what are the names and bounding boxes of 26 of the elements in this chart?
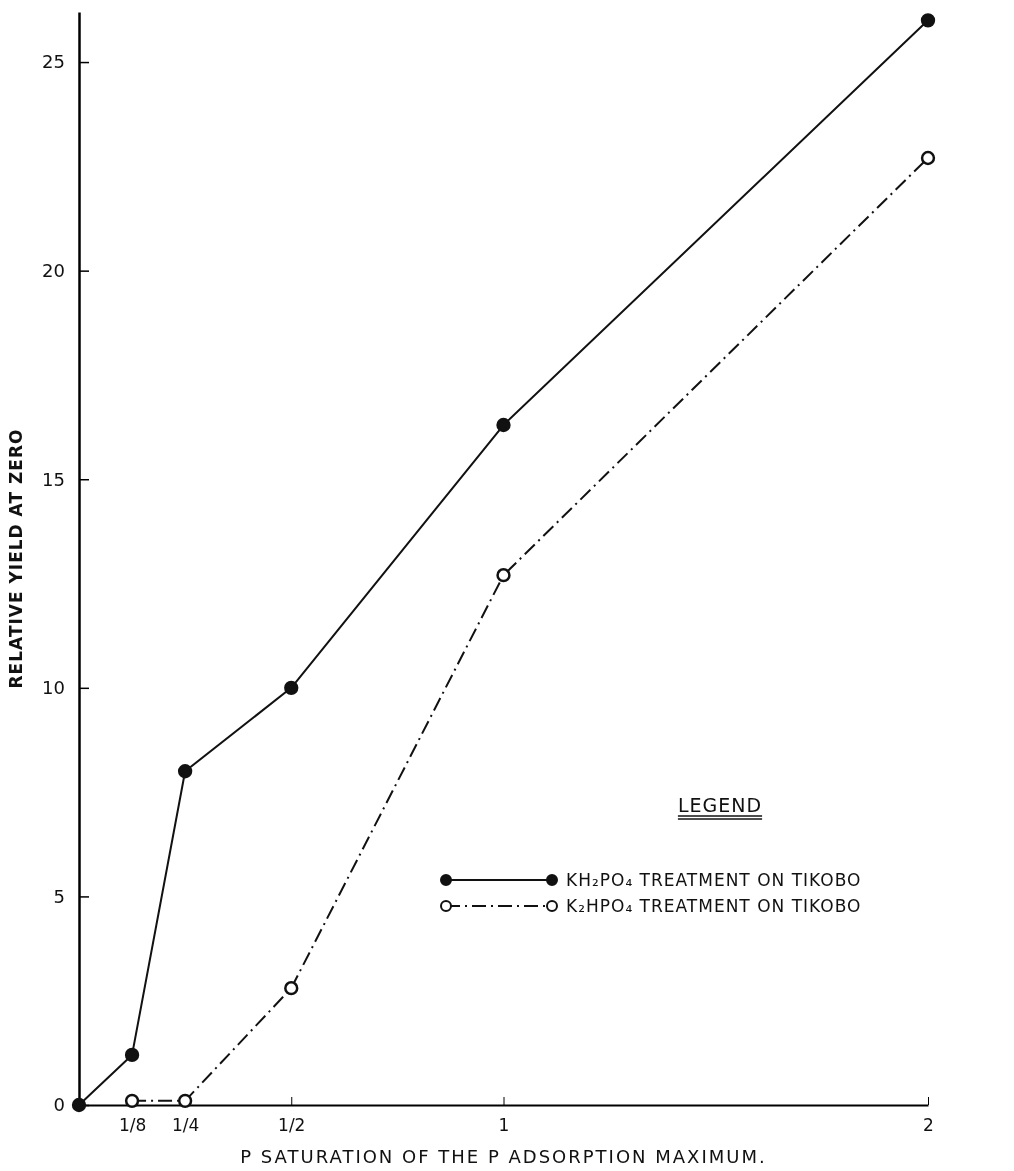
x-tick-label: 1/8: [118, 1115, 147, 1136]
x-tick-label: 1: [498, 1115, 510, 1136]
y-tick-label: 0: [53, 1094, 65, 1116]
y-tick-label: 5: [53, 885, 65, 907]
point: [496, 568, 511, 583]
point: [177, 764, 193, 779]
point: [284, 981, 299, 996]
point: [284, 680, 299, 695]
y-tick-label: 20: [42, 259, 65, 281]
y-tick-label: 15: [42, 468, 65, 490]
x-tick-label: 1/2: [278, 1115, 306, 1136]
legend-label: KH₂PO₄ TREATMENT ON TIKOBO: [566, 870, 862, 890]
legend-label: K₂HPO₄ TREATMENT ON TIKOBO: [566, 896, 862, 916]
point: [920, 13, 936, 28]
point: [920, 150, 936, 166]
x-axis-title: P SATURATION OF THE P ADSORPTION MAXIMUM.: [240, 1146, 767, 1167]
point: [124, 1093, 140, 1108]
y-tick-label: 10: [42, 677, 65, 699]
point: [177, 1093, 193, 1108]
x-tick-label: 1/4: [171, 1115, 200, 1136]
point: [496, 417, 511, 433]
x-tick-label: 2: [923, 1115, 934, 1136]
point: [124, 1047, 140, 1063]
y-tick-label: 25: [42, 51, 65, 73]
y-axis-title: RELATIVE YIELD AT ZERO: [6, 428, 26, 689]
legend-title: LEGEND: [677, 794, 763, 816]
